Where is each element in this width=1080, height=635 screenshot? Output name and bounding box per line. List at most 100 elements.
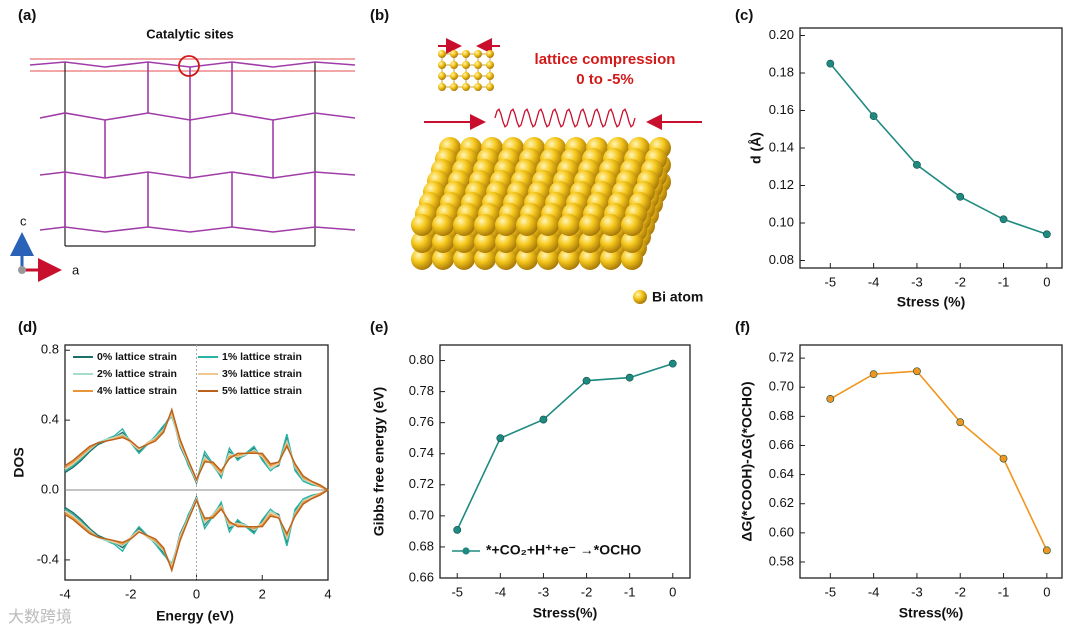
- y-tick-label: 0.70: [409, 507, 434, 522]
- atom: [453, 248, 475, 270]
- axis-label: c: [20, 213, 27, 228]
- axis-label: a: [72, 262, 80, 277]
- legend-label: 5% lattice strain: [222, 385, 302, 397]
- x-tick-label: -1: [624, 584, 636, 599]
- data-point: [826, 394, 835, 403]
- y-axis-label: d (Å): [748, 132, 764, 164]
- x-tick-label: -4: [868, 584, 880, 599]
- x-tick-label: 0: [1043, 584, 1050, 599]
- y-tick-label: 0.10: [769, 214, 794, 229]
- atom: [411, 248, 433, 270]
- atom: [453, 214, 475, 236]
- y-axis-label: Gibbs free energy (eV): [371, 387, 387, 536]
- legend-label: 2% lattice strain: [97, 368, 177, 380]
- atom: [432, 231, 454, 253]
- y-axis-label: ΔG(*COOH)-ΔG(*OCHO): [739, 381, 755, 541]
- atom: [474, 50, 482, 58]
- atom: [537, 248, 559, 270]
- x-tick-label: 4: [324, 586, 331, 601]
- data-line: [64, 407, 329, 491]
- x-tick-label: -1: [998, 274, 1010, 289]
- atom: [432, 214, 454, 236]
- atom: [495, 214, 517, 236]
- y-tick-label: 0.76: [409, 414, 434, 429]
- data-point: [453, 525, 462, 534]
- legend-label: Bi atom: [652, 289, 703, 305]
- atom: [438, 83, 446, 91]
- atom: [516, 214, 538, 236]
- y-tick-label: 0.20: [769, 27, 794, 42]
- atom: [450, 50, 458, 58]
- x-tick-label: 0: [669, 584, 676, 599]
- atom: [537, 231, 559, 253]
- atom: [558, 214, 580, 236]
- panel-label: (a): [18, 7, 36, 24]
- atom: [474, 83, 482, 91]
- panel-label: (d): [18, 319, 37, 336]
- y-tick-label: 0.08: [769, 252, 794, 267]
- y-tick-label: 0.4: [41, 412, 59, 427]
- data-point: [869, 370, 878, 379]
- atom: [411, 231, 433, 253]
- data-point: [913, 367, 921, 376]
- atom: [621, 231, 643, 253]
- y-tick-label: 0.66: [409, 569, 434, 584]
- plot-frame: [799, 27, 1063, 269]
- y-tick-label: 0.72: [769, 350, 794, 365]
- atom: [453, 231, 475, 253]
- y-tick-label: 0.68: [769, 408, 794, 423]
- data-point: [956, 192, 965, 201]
- data-line: [829, 63, 1048, 236]
- atom: [462, 50, 470, 58]
- data-point: [1042, 230, 1051, 239]
- y-tick-label: 0.80: [409, 352, 434, 367]
- data-point: [1042, 546, 1051, 555]
- x-tick-label: -3: [911, 274, 923, 289]
- atom: [600, 248, 622, 270]
- legend-marker: [462, 547, 470, 555]
- atom: [486, 72, 494, 80]
- data-point: [539, 415, 548, 424]
- y-tick-label: 0.8: [41, 342, 59, 357]
- x-tick-label: 0: [1043, 274, 1050, 289]
- atom: [474, 248, 496, 270]
- data-point: [869, 112, 878, 121]
- data-point: [582, 376, 591, 385]
- y-tick-label: 0.58: [769, 553, 794, 568]
- legend-label: 4% lattice strain: [97, 385, 177, 397]
- y-tick-label: 0.16: [769, 102, 794, 117]
- annotation: 0 to -5%: [576, 71, 634, 88]
- atom: [450, 61, 458, 69]
- atom: [516, 248, 538, 270]
- atom: [474, 72, 482, 80]
- panel-label: (e): [370, 319, 388, 336]
- atom: [579, 248, 601, 270]
- y-tick-label: 0.70: [769, 379, 794, 394]
- atom: [537, 214, 559, 236]
- atom: [474, 231, 496, 253]
- atom: [495, 248, 517, 270]
- atom: [579, 231, 601, 253]
- atom: [486, 50, 494, 58]
- x-tick-label: -4: [495, 584, 507, 599]
- lattice-icon: [424, 38, 702, 130]
- y-tick-label: 0.64: [769, 466, 794, 481]
- y-tick-label: 0.72: [409, 476, 434, 491]
- atom: [411, 214, 433, 236]
- x-tick-label: -2: [954, 584, 966, 599]
- watermark: 大数跨境: [8, 607, 72, 626]
- y-tick-label: 0.0: [41, 481, 59, 496]
- atom: [558, 248, 580, 270]
- legend-label: 0% lattice strain: [97, 351, 177, 363]
- data-point: [913, 160, 921, 169]
- plot-frame: [799, 344, 1063, 579]
- atom: [516, 231, 538, 253]
- y-tick-label: 0.14: [769, 139, 794, 154]
- x-axis-label: Stress(%): [899, 605, 964, 621]
- y-tick-label: 0.18: [769, 64, 794, 79]
- structure-title: Catalytic sites: [146, 26, 233, 41]
- plot-frame: [439, 344, 691, 579]
- data-line: [829, 370, 1048, 551]
- bi-slab: [411, 137, 671, 270]
- x-tick-label: 0: [193, 586, 200, 601]
